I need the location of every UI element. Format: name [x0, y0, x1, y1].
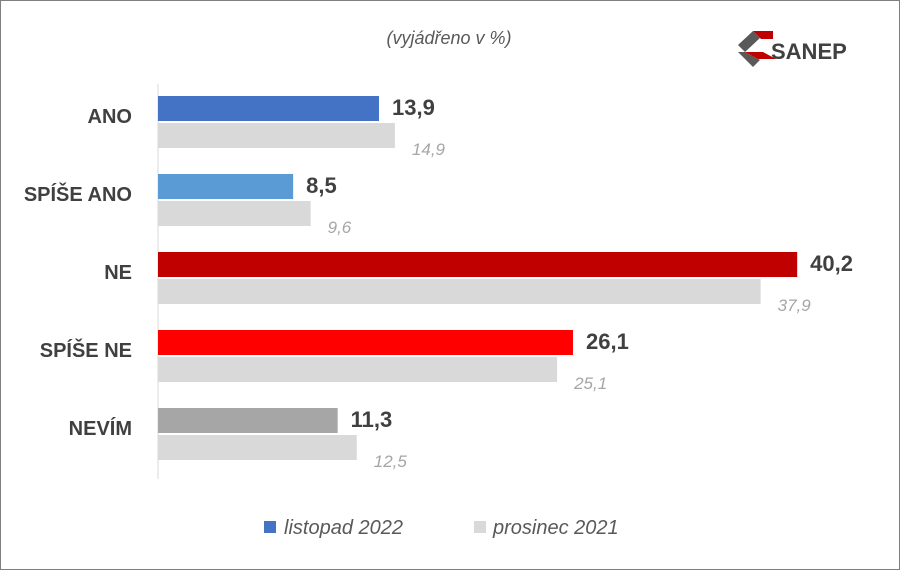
data-label-listopad-2022: 40,2 [810, 251, 853, 276]
bar-listopad-2022 [158, 252, 798, 277]
sanep-logo-icon [738, 31, 776, 67]
category-label: SPÍŠE NE [40, 338, 132, 362]
bar-listopad-2022 [158, 330, 573, 355]
category-label: ANO [88, 106, 132, 128]
category-label: SPÍŠE ANO [24, 182, 132, 206]
bar-prosinec-2021 [158, 279, 761, 304]
bar-prosinec-2021 [158, 201, 311, 226]
data-label-listopad-2022: 13,9 [392, 95, 435, 120]
data-label-listopad-2022: 26,1 [586, 329, 629, 354]
sanep-logo: SANEP [738, 31, 847, 67]
legend-item-listopad-2022: listopad 2022 [264, 517, 403, 539]
sanep-logo-text: SANEP [771, 39, 847, 64]
legend-swatch-listopad-2022 [264, 521, 276, 533]
bar-prosinec-2021 [158, 435, 357, 460]
legend-label-prosinec-2021: prosinec 2021 [492, 517, 619, 539]
data-label-prosinec-2021: 14,9 [412, 140, 446, 159]
data-label-listopad-2022: 11,3 [351, 407, 393, 432]
bar-prosinec-2021 [158, 123, 395, 148]
bar-listopad-2022 [158, 174, 294, 199]
plot-area: ANO 13,9 14,9 SPÍŠE ANO 8,5 9,6 NE 40,2 37,9 SPÍŠ… [24, 95, 853, 471]
legend-swatch-prosinec-2021 [474, 521, 486, 533]
legend: listopad 2022 prosinec 2021 [264, 517, 619, 539]
chart-subtitle: (vyjádřeno v %) [386, 28, 511, 48]
bar-listopad-2022 [158, 96, 380, 121]
data-label-prosinec-2021: 25,1 [573, 374, 607, 393]
data-label-prosinec-2021: 12,5 [374, 452, 408, 471]
data-label-prosinec-2021: 9,6 [328, 218, 352, 237]
bar-listopad-2022 [158, 408, 338, 433]
data-label-prosinec-2021: 37,9 [778, 296, 812, 315]
data-label-listopad-2022: 8,5 [306, 173, 337, 198]
category-label: NE [104, 262, 132, 284]
legend-label-listopad-2022: listopad 2022 [284, 517, 403, 539]
legend-item-prosinec-2021: prosinec 2021 [474, 517, 619, 539]
bar-prosinec-2021 [158, 357, 558, 382]
category-label: NEVÍM [69, 417, 132, 440]
